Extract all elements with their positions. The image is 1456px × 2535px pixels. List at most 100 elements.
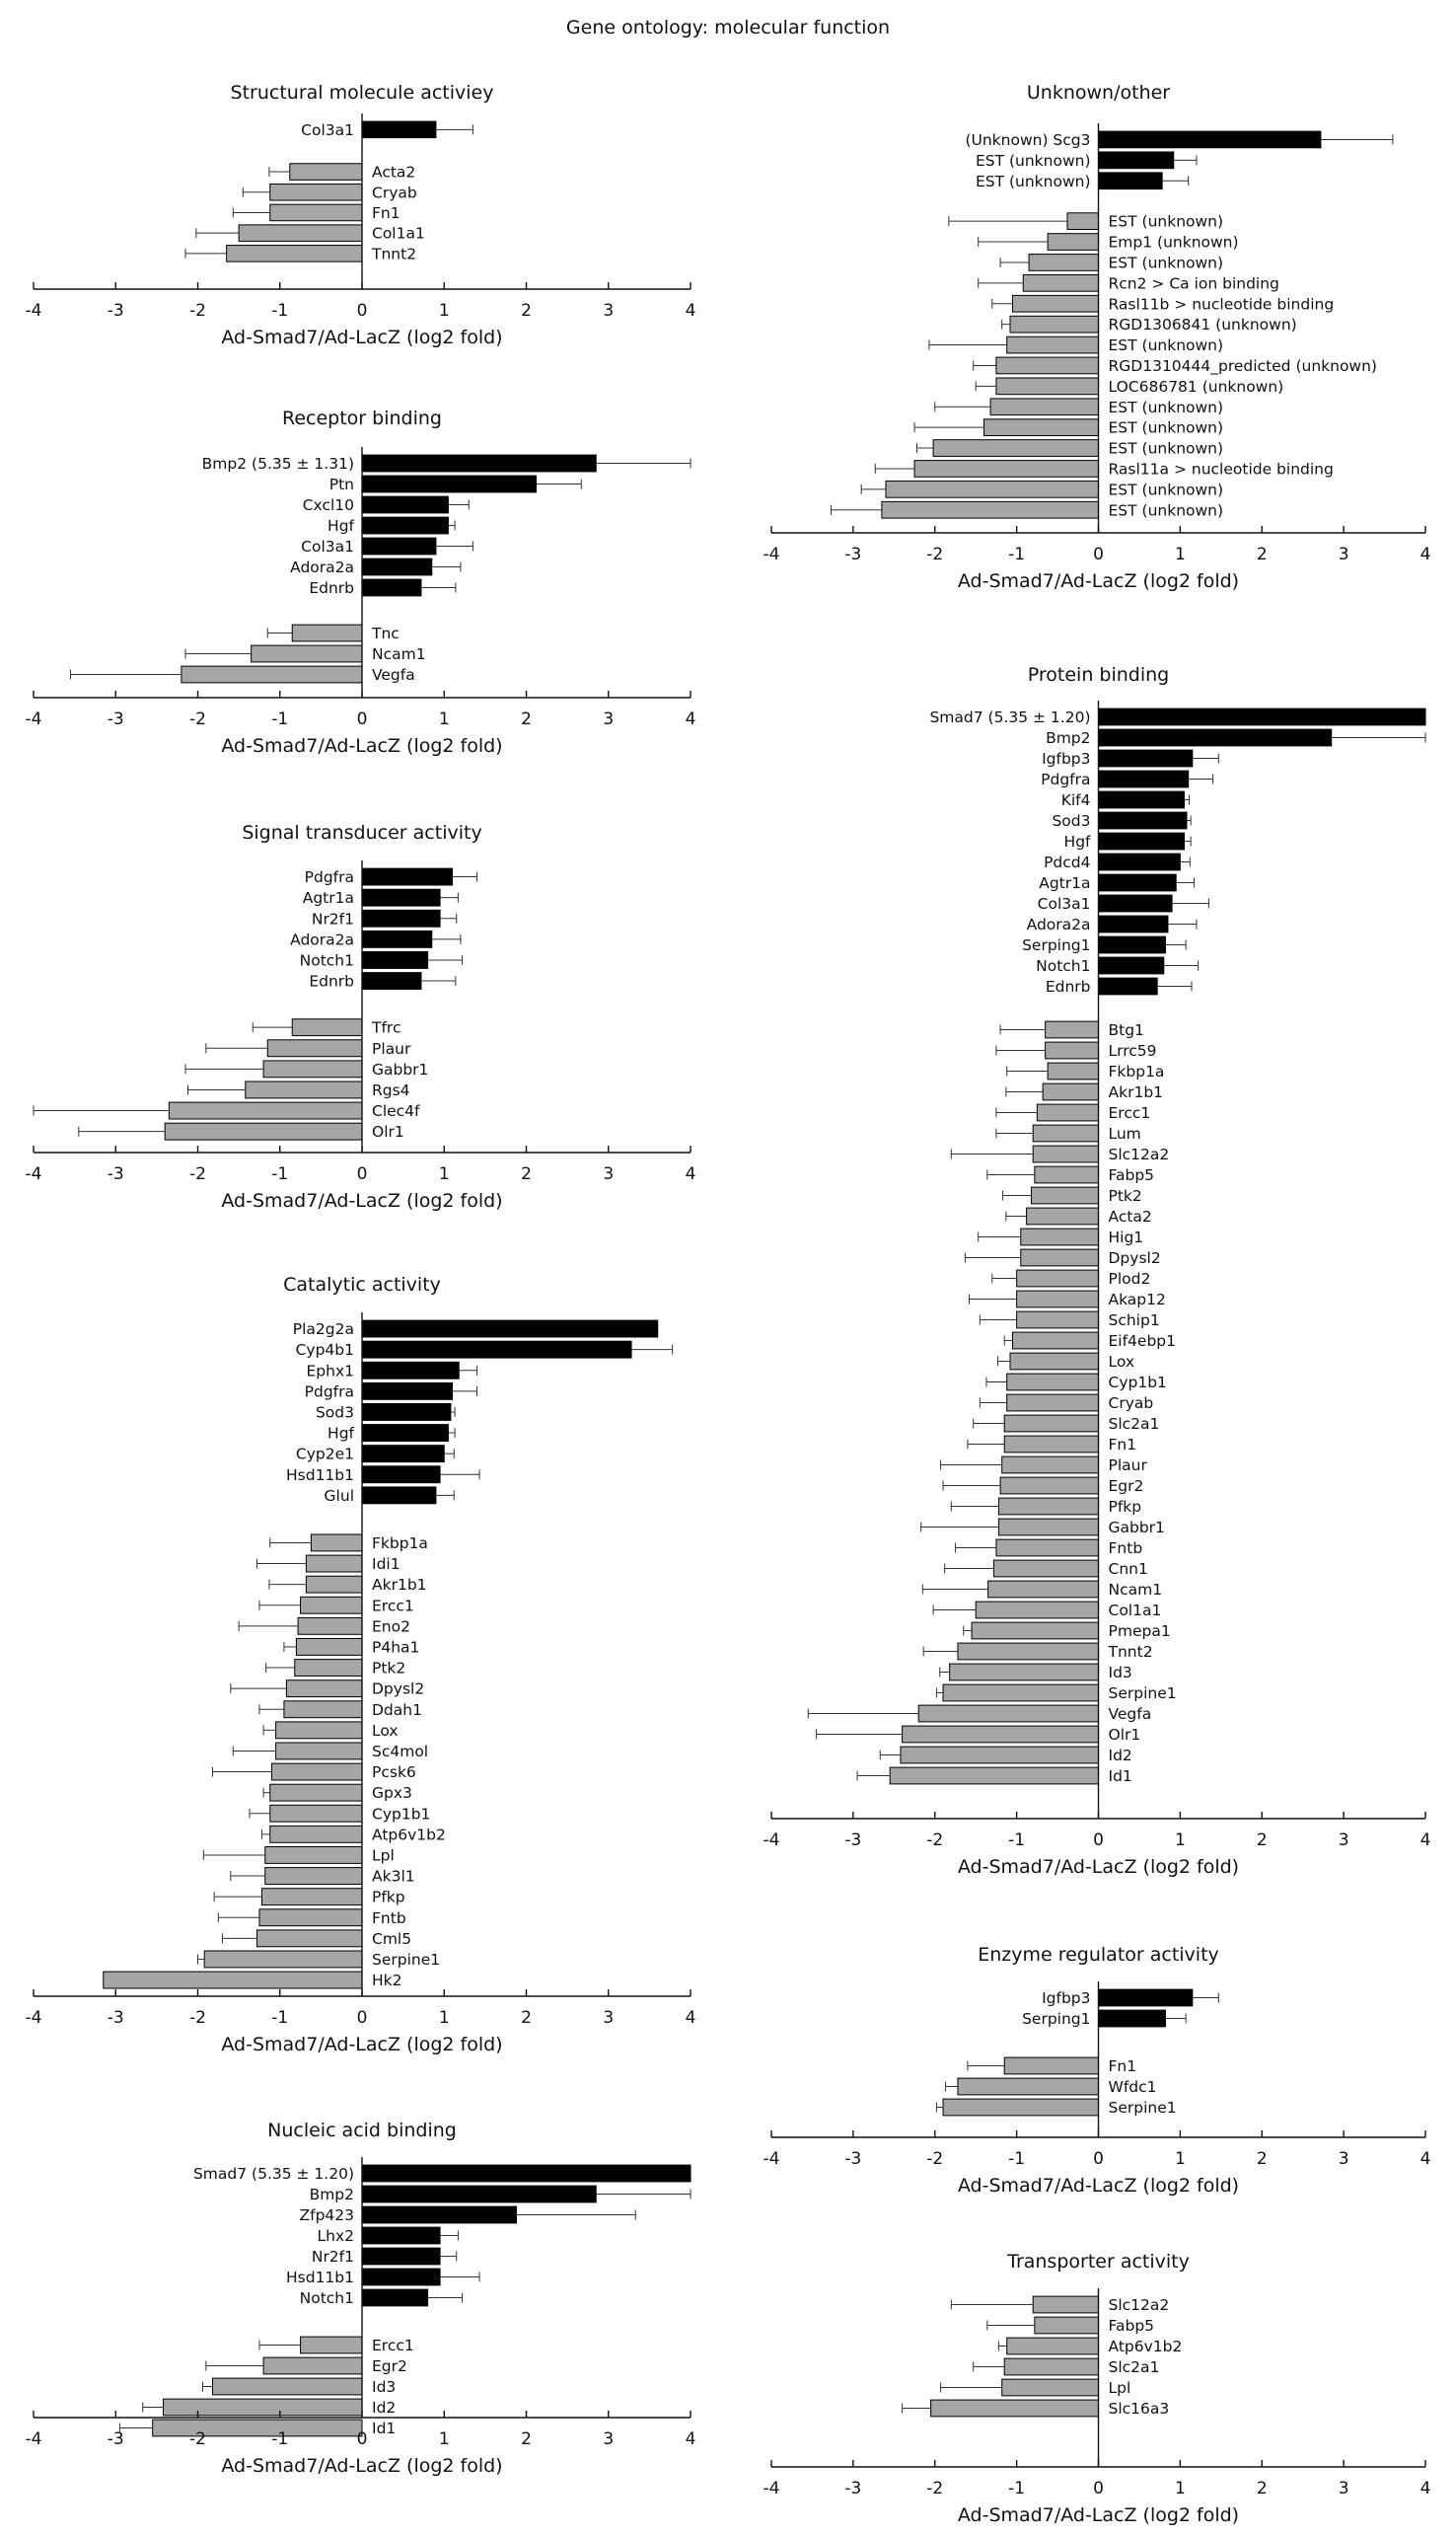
bar-label: Hsd11b1 [286,2269,354,2286]
bar-label: Lhx2 [318,2227,355,2245]
x-tick-label: -3 [108,1164,124,1184]
x-tick-label: 4 [1420,545,1431,564]
x-tick-label: -3 [844,2149,861,2169]
bar-label: Slc16a3 [1109,2400,1170,2418]
bar [1098,873,1177,892]
bar-label: Ercc1 [372,2337,414,2354]
x-tick-label: -3 [108,301,124,321]
bar-label: Cryab [1109,1394,1154,1412]
x-tick-label: 3 [603,301,614,321]
x-tick-label: 4 [686,709,696,729]
bar [1003,2056,1099,2075]
x-tick-label: 4 [686,1164,696,1184]
x-axis-label: Ad-Smad7/Ad-LacZ (log2 fold) [958,1856,1239,1878]
bar-label: Idi1 [372,1555,400,1573]
x-tick-label: 0 [357,2429,368,2449]
bar [957,1642,1100,1661]
bar [942,1683,1099,1702]
panel-8: Transporter activity Slc12a2 Fabp5 Atp6v1b2… [764,2251,1431,2526]
x-tick-label: -1 [271,2429,288,2449]
bar [361,495,449,514]
bar [881,500,1099,519]
bar [361,972,422,990]
x-tick-label: -1 [271,1164,288,1184]
x-tick-label: -1 [1008,2149,1025,2169]
x-tick-label: -2 [189,2008,206,2028]
bar-label: Atp6v1b2 [372,1826,446,1843]
bar-label: Dpysl2 [1109,1249,1161,1267]
x-tick-label: 2 [521,2008,532,2028]
x-tick-label: 0 [1093,545,1104,564]
bar [1098,894,1173,913]
bar-label: Col1a1 [1109,1602,1162,1619]
panel-title: Structural molecule activiey [231,82,494,104]
bar-label: EST (unknown) [1109,440,1224,458]
bar-label: Lrrc59 [1109,1042,1157,1060]
panel-title: Unknown/other [1027,82,1170,104]
x-axis-label: Ad-Smad7/Ad-LacZ (log2 fold) [221,2034,502,2055]
bar [361,454,597,473]
bar-label: Ednrb [309,973,354,991]
bar [251,644,363,663]
x-tick-label: -2 [189,709,206,729]
bar [1098,151,1175,170]
bar [1066,212,1099,231]
bar [269,1783,363,1802]
bar [995,377,1099,396]
x-tick-label: -4 [764,2479,780,2498]
bar [1045,1020,1099,1039]
x-tick-label: 3 [1339,1830,1349,1850]
bar [1098,2009,1166,2028]
bar-label: Akr1b1 [372,1576,427,1594]
bar [361,2185,597,2203]
bar-label: Tnnt2 [1108,1643,1153,1661]
bar [1016,1290,1099,1308]
bar [1028,254,1100,271]
bar [1026,1207,1099,1226]
bar-label: Slc12a2 [1109,1146,1170,1163]
bar [310,1533,363,1552]
bar [294,1659,363,1677]
bar-label: (Unknown) Scg3 [965,131,1090,149]
bar [361,2247,441,2266]
bar [930,2399,1100,2418]
x-tick-label: 3 [1339,2149,1349,2169]
bar [283,1700,363,1719]
bar-label: Notch1 [1036,957,1090,975]
bar [900,1746,1099,1764]
bar [361,1319,659,1338]
x-tick-label: 2 [521,2429,532,2449]
bar-label: Ednrb [309,579,354,597]
x-tick-label: 1 [439,2008,450,2028]
bar [1006,1373,1099,1391]
bar-label: Serpine1 [372,1951,440,1969]
bar-label: Rasl11a > nucleotide binding [1109,460,1334,478]
bar-label: Ephx1 [307,1362,355,1379]
bar-label: Id3 [372,2378,396,2396]
bar-label: EST (unknown) [976,173,1091,190]
bar [1020,1248,1100,1267]
bar-label: Tnc [371,625,400,642]
x-tick-label: 2 [1257,2479,1268,2498]
bar [1098,1988,1194,2007]
bar-label: Rgs4 [372,1081,410,1099]
bar-label: Wfdc1 [1109,2078,1157,2096]
bar [1006,1393,1099,1412]
x-tick-label: -3 [844,2479,861,2498]
bar [361,2164,692,2183]
x-tick-label: -1 [271,2008,288,2028]
x-tick-label: 4 [686,301,696,321]
bar [264,1867,363,1885]
panel-7: Enzyme regulator activity Igfbp3 Serping1 F… [764,1944,1431,2197]
x-tick-label: 3 [1339,545,1349,564]
x-tick-label: -4 [26,1164,42,1184]
bar [238,224,363,242]
x-axis-label: Ad-Smad7/Ad-LacZ (log2 fold) [221,735,502,757]
bar-label: Ptk2 [372,1660,405,1678]
bar-label: EST (unknown) [1109,336,1224,354]
x-tick-label: -1 [1008,2479,1025,2498]
bar-label: EST (unknown) [1109,481,1224,498]
x-tick-label: -2 [189,1164,206,1184]
bar-label: Hgf [328,517,354,535]
bar [164,1122,363,1141]
